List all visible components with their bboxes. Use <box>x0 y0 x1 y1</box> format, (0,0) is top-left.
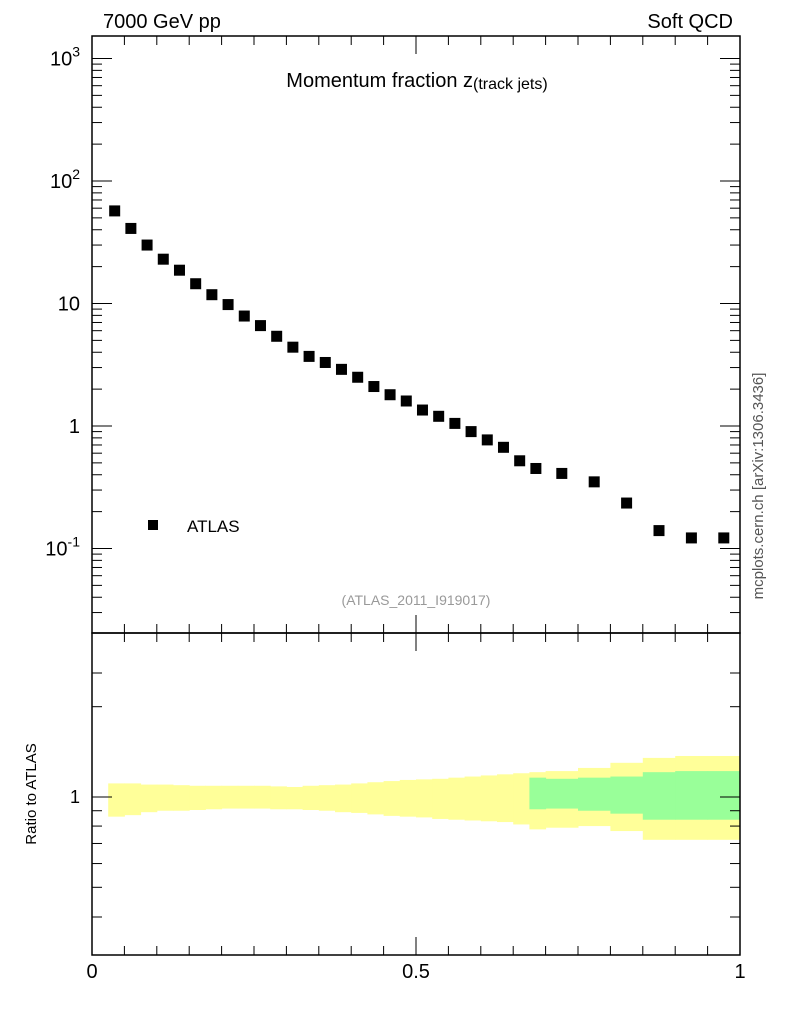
total-uncertainty-band <box>497 774 514 823</box>
stat-uncertainty-band <box>545 778 579 809</box>
data-point <box>238 310 250 322</box>
data-point <box>368 381 380 393</box>
data-point <box>319 356 331 368</box>
y-tick-label: 10 <box>58 294 80 316</box>
total-uncertainty-band <box>351 783 368 813</box>
ratio-bands <box>108 755 741 840</box>
data-point <box>530 462 542 474</box>
total-uncertainty-band <box>480 775 498 822</box>
data-point <box>718 532 730 544</box>
total-uncertainty-band <box>173 785 190 811</box>
main-panel-tick-labels: 10-1 1 10 102 103 <box>45 44 80 561</box>
data-point <box>556 467 568 479</box>
data-point <box>497 441 509 453</box>
x-axis-tick-labels: 0 0.5 1 <box>86 961 745 983</box>
y-tick-label: 10-1 <box>45 534 80 561</box>
stat-uncertainty-band <box>642 772 676 820</box>
data-point <box>400 395 412 407</box>
header-left-label: 7000 GeV pp <box>103 11 221 33</box>
data-point <box>271 330 283 342</box>
legend-marker <box>148 520 158 530</box>
total-uncertainty-band <box>367 782 385 815</box>
data-point <box>384 389 396 401</box>
stat-uncertainty-band <box>707 771 741 820</box>
total-uncertainty-band <box>335 784 352 813</box>
data-point <box>514 455 526 467</box>
data-point <box>222 299 234 311</box>
total-uncertainty-band <box>108 783 125 817</box>
total-uncertainty-band <box>399 779 417 817</box>
data-point <box>352 371 364 383</box>
total-uncertainty-band <box>513 773 530 825</box>
total-uncertainty-band <box>205 785 223 810</box>
data-point <box>287 341 299 353</box>
ratio-ylabel: Ratio to ATLAS <box>23 743 40 844</box>
x-tick-label: 0 <box>86 961 97 983</box>
ratio-y-tick-label-1: 1 <box>70 787 80 807</box>
total-uncertainty-band <box>448 777 466 820</box>
data-point <box>481 434 493 446</box>
data-point <box>125 222 137 234</box>
header-right-label: Soft QCD <box>647 11 733 33</box>
legend: ATLAS <box>148 517 240 536</box>
x-tick-label: 1 <box>734 961 745 983</box>
data-point <box>254 320 266 332</box>
data-point <box>157 253 169 265</box>
data-point <box>416 404 428 416</box>
total-uncertainty-band <box>124 783 142 816</box>
total-uncertainty-band <box>254 785 271 809</box>
total-uncertainty-band <box>464 776 482 821</box>
data-point <box>206 289 218 301</box>
data-point <box>190 278 202 290</box>
data-point <box>335 363 347 375</box>
analysis-id-annotation: (ATLAS_2011_I919017) <box>342 592 491 608</box>
data-point <box>433 410 445 422</box>
data-point <box>465 426 477 438</box>
x-tick-label: 0.5 <box>402 961 430 983</box>
total-uncertainty-band <box>140 784 158 813</box>
total-uncertainty-band <box>221 785 239 809</box>
data-points <box>109 205 730 544</box>
total-uncertainty-band <box>237 785 255 809</box>
side-source-label: mcplots.cern.ch [arXiv:1306.3436] <box>750 373 767 600</box>
total-uncertainty-band <box>156 784 174 811</box>
data-point <box>173 264 185 276</box>
main-panel-ticks <box>91 36 741 633</box>
stat-uncertainty-band <box>675 771 709 820</box>
data-point <box>303 350 315 362</box>
data-point <box>449 417 461 429</box>
y-tick-label: 103 <box>50 44 80 71</box>
stat-uncertainty-band <box>529 777 547 810</box>
data-point <box>141 239 153 251</box>
legend-label: ATLAS <box>187 517 240 536</box>
total-uncertainty-band <box>432 778 449 819</box>
y-tick-label: 1 <box>69 416 80 438</box>
ratio-panel-ticks <box>91 633 741 955</box>
total-uncertainty-band <box>189 785 206 811</box>
data-point <box>685 532 697 544</box>
total-uncertainty-band <box>318 785 336 811</box>
y-tick-label: 102 <box>50 166 80 193</box>
data-point <box>109 205 121 217</box>
total-uncertainty-band <box>383 781 401 816</box>
data-point <box>621 497 633 509</box>
total-uncertainty-band <box>286 786 304 810</box>
stat-uncertainty-band <box>578 777 611 811</box>
main-title-subscript: (track jets) <box>473 76 548 93</box>
main-title: Momentum fraction z(track jets) <box>286 70 547 93</box>
ratio-panel: 1 Ratio to ATLAS 0 0.5 1 <box>23 632 746 983</box>
data-point <box>653 525 665 537</box>
main-title-text: Momentum fraction z <box>286 70 473 92</box>
total-uncertainty-band <box>270 786 287 810</box>
main-panel: 10-1 1 10 102 103 Momentum fraction z(track … <box>45 35 741 634</box>
data-point <box>588 476 600 488</box>
total-uncertainty-band <box>302 785 320 811</box>
main-panel-frame <box>91 35 741 634</box>
total-uncertainty-band <box>416 779 433 818</box>
stat-uncertainty-band <box>610 776 644 814</box>
